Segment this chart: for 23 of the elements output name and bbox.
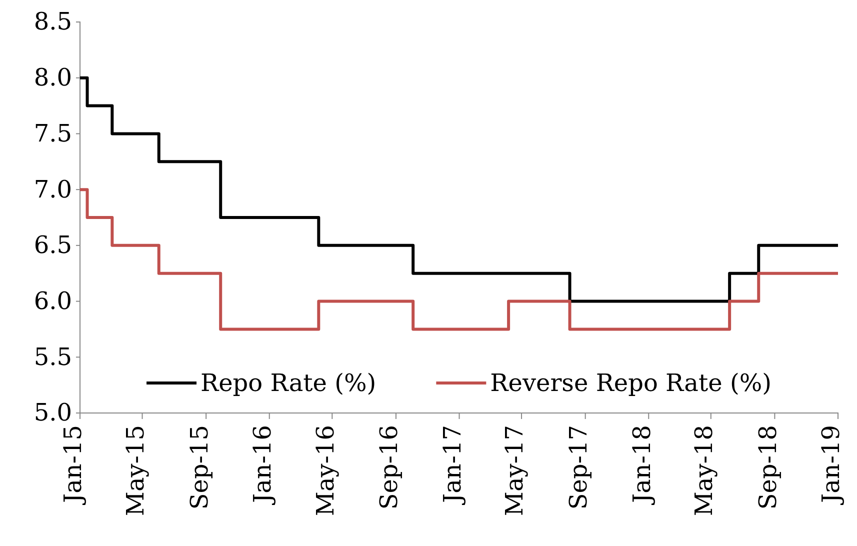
x-tick-label: Jan-15 [59, 425, 88, 506]
x-tick-label: Sep-15 [185, 425, 214, 510]
y-tick-label: 7.0 [34, 175, 72, 204]
x-tick-label: Sep-18 [754, 425, 782, 510]
x-tick-label: Sep-16 [375, 425, 404, 510]
x-tick-label: Jan-17 [438, 425, 466, 506]
y-tick-label: 5.0 [34, 398, 72, 427]
y-tick-label: 6.0 [34, 286, 72, 315]
y-tick-label: 8.0 [34, 64, 72, 92]
x-tick-label: Jan-19 [817, 425, 846, 506]
x-tick-label: May-18 [690, 425, 718, 516]
x-tick-label: May-17 [500, 425, 529, 516]
y-tick-label: 8.5 [34, 8, 72, 36]
y-tick-label: 6.5 [34, 231, 72, 260]
x-tick-label: Sep-17 [564, 425, 593, 510]
x-tick-label: May-15 [121, 425, 150, 516]
y-tick-label: 5.5 [34, 342, 72, 371]
legend-label: Repo Rate (%) [200, 369, 376, 397]
x-tick-label: Jan-18 [628, 425, 656, 506]
x-tick-label: Jan-16 [248, 425, 277, 506]
y-tick-label: 7.5 [34, 119, 72, 148]
x-tick-label: May-16 [311, 425, 340, 516]
legend-label: Reverse Repo Rate (%) [490, 369, 772, 397]
